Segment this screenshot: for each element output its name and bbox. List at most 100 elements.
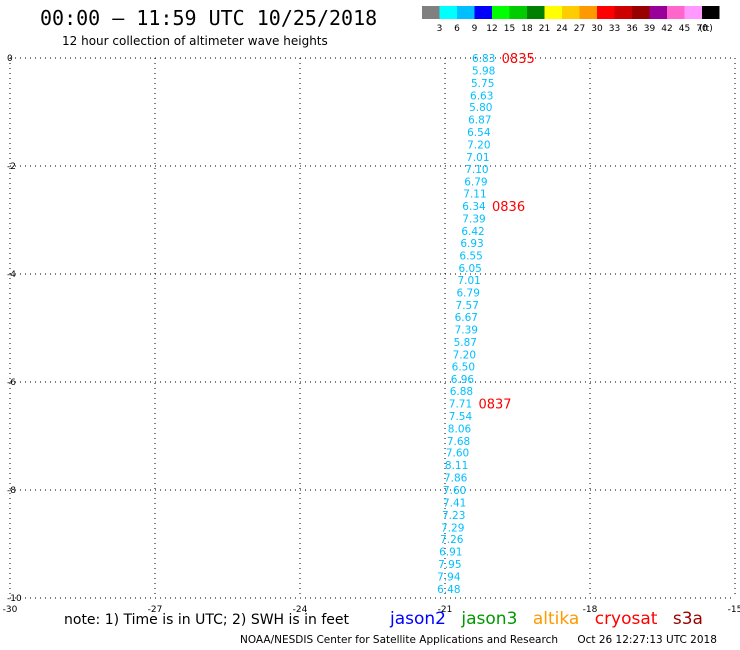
- x-tick-label: -30: [3, 605, 18, 615]
- footer-credit: NOAA/NESDIS Center for Satellite Applica…: [240, 634, 558, 646]
- time-label: 0835: [502, 52, 535, 67]
- swh-label: 7.23: [442, 510, 465, 522]
- footer-timestamp: Oct 26 12:27:13 UTC 2018: [577, 634, 717, 646]
- legend-label: 18: [521, 24, 533, 34]
- legend-swatch: [632, 6, 650, 19]
- swh-label: 6.79: [457, 287, 480, 299]
- swh-label: 7.39: [455, 325, 478, 337]
- legend-label: 39: [644, 24, 656, 34]
- swh-label: 7.01: [457, 275, 480, 287]
- swh-label: 7.41: [443, 497, 466, 509]
- swh-label: 7.10: [465, 164, 488, 176]
- satellite-altika: altika: [532, 609, 580, 629]
- y-tick-label: -8: [7, 486, 16, 496]
- legend-swatch: [702, 6, 720, 19]
- x-tick-label: -18: [583, 605, 598, 615]
- swh-label: 7.20: [467, 139, 490, 151]
- legend-swatch: [474, 6, 492, 19]
- swh-label: 7.26: [440, 534, 464, 546]
- legend-label: 6: [454, 24, 460, 34]
- legend-label: (ft): [699, 24, 713, 34]
- swh-label: 7.94: [437, 571, 461, 583]
- swh-label: 6.63: [470, 90, 493, 102]
- swh-label: 6.34: [462, 201, 486, 213]
- legend-swatch: [422, 6, 440, 19]
- swh-label: 6.50: [452, 361, 475, 373]
- y-tick-label: -2: [7, 162, 16, 172]
- swh-label: 6.93: [460, 238, 483, 250]
- legend-swatch: [509, 6, 527, 19]
- legend-label: 27: [574, 24, 585, 34]
- swh-label: 6.88: [450, 386, 473, 398]
- swh-label: 7.86: [444, 473, 468, 485]
- legend-swatch: [649, 6, 667, 19]
- chart-subtitle: 12 hour collection of altimeter wave hei…: [62, 34, 328, 48]
- satellite-s3a: s3a: [672, 609, 703, 629]
- chart-title: 00:00 – 11:59 UTC 10/25/2018: [40, 6, 378, 30]
- legend-label: 45: [679, 24, 690, 34]
- time-label: 0836: [492, 200, 525, 215]
- swh-label: 5.87: [454, 337, 477, 349]
- swh-label: 7.20: [453, 349, 476, 361]
- swh-label: 6.55: [459, 251, 482, 263]
- swh-label: 7.39: [462, 213, 485, 225]
- swh-label: 6.91: [439, 547, 462, 559]
- satellite-legend: jason2 jason3 altika cryosat s3a: [390, 609, 713, 629]
- y-tick-label: -6: [7, 378, 16, 388]
- swh-label: 5.80: [469, 102, 492, 114]
- swh-label: 7.95: [438, 559, 461, 571]
- x-tick-label: -27: [148, 605, 163, 615]
- legend-swatch: [492, 6, 510, 19]
- legend-label: 9: [472, 24, 478, 34]
- swh-label: 7.68: [447, 436, 470, 448]
- swh-label: 7.60: [446, 448, 469, 460]
- x-tick-label: -21: [438, 605, 453, 615]
- legend-label: 12: [486, 24, 497, 34]
- legend-label: 21: [539, 24, 550, 34]
- legend-label: 15: [504, 24, 515, 34]
- legend-label: 70: [696, 24, 708, 34]
- legend-label: 36: [626, 24, 638, 34]
- swh-label: 6.54: [467, 127, 491, 139]
- legend-swatch: [527, 6, 545, 19]
- color-legend: 3 6 9 12 15 18 21 24 27 30 33 36 39 42 45 70(ft): [422, 6, 720, 34]
- swh-label: 7.71: [449, 399, 472, 411]
- y-tick-label: -4: [7, 270, 16, 280]
- legend-label: 24: [556, 24, 568, 34]
- legend-swatch: [614, 6, 632, 19]
- swh-label: 7.11: [463, 189, 486, 201]
- swh-label: 6.96: [451, 374, 475, 386]
- legend-swatch: [544, 6, 562, 19]
- footer: NOAA/NESDIS Center for Satellite Applica…: [240, 634, 717, 646]
- legend-swatch: [457, 6, 475, 19]
- satellite-jason2: jason2: [390, 609, 446, 629]
- legend-label: 33: [609, 24, 620, 34]
- note-text: note: 1) Time is in UTC; 2) SWH is in fe…: [64, 612, 350, 628]
- swh-label: 8.06: [448, 423, 472, 435]
- satellite-jason3: jason3: [461, 609, 518, 629]
- legend-swatch: [684, 6, 702, 19]
- swh-label: 6.05: [458, 263, 481, 275]
- swh-label: 6.48: [437, 584, 460, 596]
- y-tick-label: 0: [7, 54, 13, 64]
- swh-label: 6.87: [468, 115, 491, 127]
- swh-label: 7.54: [449, 411, 473, 423]
- swh-label: 6.42: [461, 226, 484, 238]
- swh-label: 8.11: [445, 460, 468, 472]
- swh-label: 6.67: [455, 312, 478, 324]
- legend-swatch: [597, 6, 615, 19]
- legend-swatch: [667, 6, 685, 19]
- swh-label: 6.83: [472, 53, 495, 65]
- swh-label: 5.75: [471, 78, 494, 90]
- swh-label: 6.79: [464, 177, 487, 189]
- legend-label: 30: [591, 24, 603, 34]
- swh-label: 7.60: [443, 485, 466, 497]
- satellite-cryosat: cryosat: [594, 609, 658, 629]
- legend-swatch: [439, 6, 457, 19]
- swh-label: 5.98: [472, 65, 495, 77]
- x-tick-label: -24: [293, 605, 308, 615]
- swh-label: 7.29: [441, 522, 464, 534]
- swh-label: 7.57: [456, 300, 479, 312]
- x-tick-label: -15: [728, 605, 740, 615]
